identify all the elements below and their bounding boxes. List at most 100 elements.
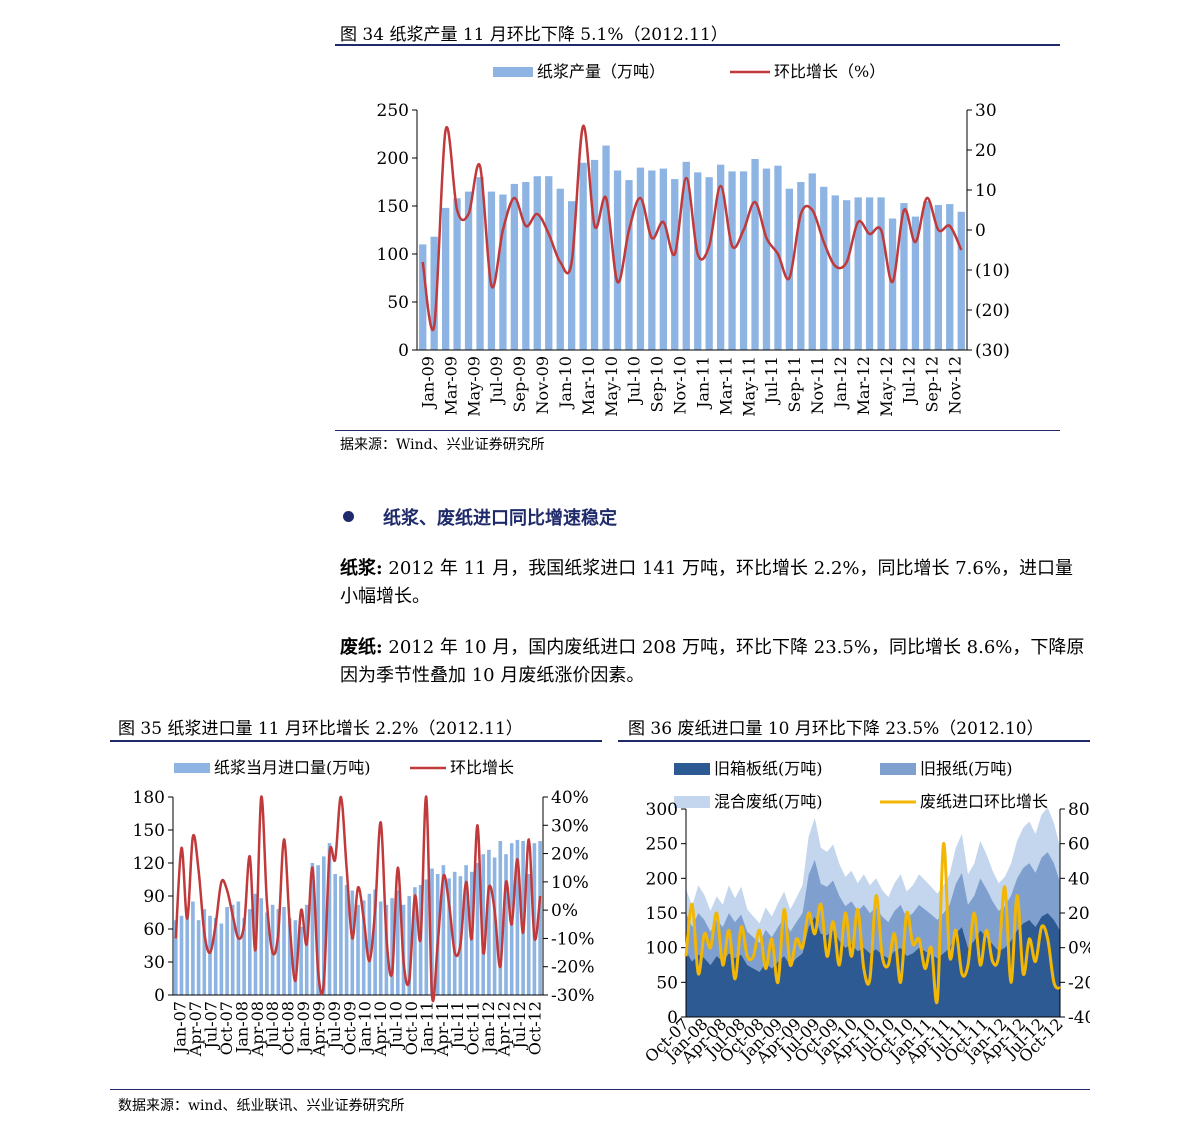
y2-tick-label: (10)	[975, 261, 1010, 281]
y-tick-label: 180	[133, 788, 165, 808]
bar	[498, 841, 503, 995]
growth-line	[684, 842, 1062, 1005]
x-tick-label: Jan-09	[419, 356, 438, 410]
fig36-title: 图 36 废纸进口量 10 月环比下降 23.5%（2012.10）	[628, 719, 1044, 739]
x-tick-label: Apr-12	[495, 1001, 514, 1057]
y-tick-label: 90	[143, 887, 165, 907]
x-tick-label: Oct-11	[464, 1001, 483, 1055]
fig34-top-rule	[335, 44, 1060, 46]
bar	[213, 918, 218, 995]
bar	[694, 172, 702, 350]
y2-tick-label: -10%	[551, 929, 595, 949]
x-tick-label: Oct-12	[525, 1001, 544, 1055]
paragraph-waste-paper: 废纸: 2012 年 10 月，国内废纸进口 208 万吨，环比下降 23.5%…	[340, 634, 1085, 690]
y2-tick-label: 30%	[551, 816, 589, 836]
y2-tick-label: -20%	[551, 958, 595, 978]
bar	[556, 188, 564, 350]
x-tick-label: Sep-11	[785, 356, 804, 412]
y-tick-label: 30	[143, 953, 165, 973]
x-tick-label: Jul-11	[762, 356, 781, 406]
x-tick-label: Nov-09	[533, 356, 552, 414]
x-tick-label: Nov-10	[671, 356, 690, 414]
bar	[492, 857, 497, 995]
bar	[276, 909, 281, 995]
y2-tick-label: 10	[975, 181, 997, 201]
x-tick-label: Jul-12	[900, 356, 919, 406]
paragraph-waste-label: 废纸:	[340, 637, 383, 658]
x-tick-label: Oct-10	[402, 1001, 421, 1055]
bar	[242, 918, 246, 995]
y-tick-label: 200	[646, 869, 678, 889]
bar	[453, 198, 461, 350]
bar	[413, 887, 417, 995]
fig34-bottom-rule	[335, 430, 1060, 431]
bar	[333, 874, 337, 995]
x-tick-label: Oct-07	[217, 1001, 236, 1055]
y2-tick-label: 20	[975, 141, 997, 161]
bar	[339, 876, 343, 995]
y2-tick-label: 30	[975, 101, 997, 121]
bar	[219, 923, 224, 995]
x-tick-label: Jan-08	[232, 1001, 251, 1055]
legend-swatch-mixed	[674, 796, 710, 808]
y-tick-label: 50	[656, 973, 678, 993]
y2-tick-label: 60%	[1068, 835, 1090, 855]
paragraph-pulp-text: 2012 年 11 月，我国纸浆进口 141 万吨，环比增长 2.2%，同比增长…	[340, 558, 1073, 607]
bar	[613, 170, 622, 350]
bar	[751, 159, 759, 350]
bar	[888, 218, 897, 350]
x-tick-label: Mar-11	[716, 356, 735, 415]
x-tick-label: May-09	[464, 356, 483, 417]
bar	[671, 179, 679, 350]
y-tick-label: 50	[387, 293, 409, 313]
fig34-title: 图 34 纸浆产量 11 月环比下降 5.1%（2012.11）	[340, 25, 728, 45]
x-tick-label: May-10	[602, 356, 621, 417]
x-tick-label: Jul-11	[448, 1001, 467, 1051]
fig34-chart: 纸浆产量（万吨） 环比增长（%）050100150200250(30)(20)(1…	[377, 62, 1010, 417]
x-tick-label: Jul-09	[325, 1001, 344, 1051]
paragraph-waste-text: 2012 年 10 月，国内废纸进口 208 万吨，环比下降 23.5%，同比增…	[340, 637, 1085, 686]
bar	[831, 195, 839, 350]
x-tick-label: May-11	[739, 356, 758, 417]
bar	[659, 168, 667, 350]
bar	[504, 854, 508, 995]
y-tick-label: 0	[154, 986, 165, 1006]
y2-tick-label: -20%	[1068, 973, 1090, 993]
bar	[481, 854, 485, 995]
bar	[230, 904, 235, 995]
y-tick-label: 0	[667, 1008, 678, 1028]
legend-label-old-news: 旧报纸(万吨)	[920, 759, 1013, 778]
bar	[911, 216, 920, 350]
bar	[350, 890, 355, 995]
bar	[636, 167, 645, 350]
bar	[762, 168, 771, 350]
bar	[464, 865, 468, 995]
x-tick-label: Apr-08	[248, 1001, 267, 1057]
y2-tick-label: (30)	[975, 341, 1010, 361]
bar	[808, 173, 816, 350]
legend-label-old-box: 旧箱板纸(万吨)	[714, 759, 823, 778]
y2-tick-label: 80%	[1068, 800, 1090, 820]
legend-label-line: 环比增长	[450, 758, 514, 777]
bar	[225, 907, 229, 995]
footer-rule	[110, 1089, 1090, 1090]
paragraph-pulp: 纸浆: 2012 年 11 月，我国纸浆进口 141 万吨，环比增长 2.2%，…	[340, 555, 1085, 611]
x-tick-label: Nov-12	[946, 356, 965, 414]
fig35-chart: 纸浆当月进口量(万吨) 环比增长 0 30 60 90 120 150 180 -30% -20% -…	[133, 758, 595, 1057]
bar	[452, 871, 457, 995]
bar	[487, 849, 491, 995]
x-tick-label: Nov-11	[808, 356, 827, 414]
bar	[196, 920, 201, 995]
bar	[419, 244, 427, 350]
bar	[299, 926, 303, 995]
y-tick-label: 250	[646, 835, 678, 855]
bar	[424, 879, 429, 995]
y-tick-label: 100	[377, 245, 409, 265]
footer-source: 数据来源：wind、纸业联讯、兴业证券研究所	[118, 1098, 405, 1114]
y2-tick-label: -30%	[551, 986, 595, 1006]
bar	[946, 204, 954, 350]
bar	[367, 893, 372, 995]
x-tick-label: Mar-12	[854, 356, 873, 415]
bar	[407, 896, 411, 995]
x-tick-label: Jan-07	[171, 1001, 190, 1055]
